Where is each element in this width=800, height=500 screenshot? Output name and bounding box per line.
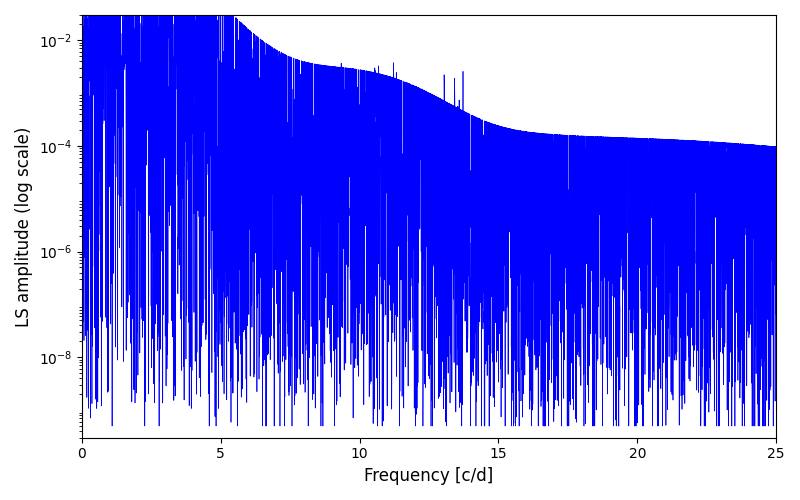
Y-axis label: LS amplitude (log scale): LS amplitude (log scale) <box>15 126 33 326</box>
X-axis label: Frequency [c/d]: Frequency [c/d] <box>364 467 494 485</box>
